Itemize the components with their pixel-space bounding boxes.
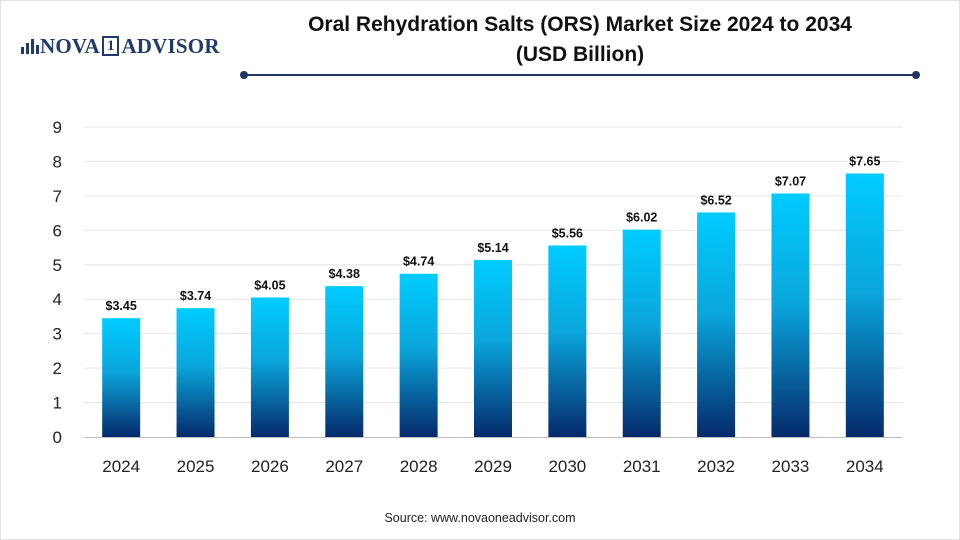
chart-title: Oral Rehydration Salts (ORS) Market Size…: [244, 10, 916, 70]
y-tick-label: 2: [53, 359, 62, 378]
logo-number-box: 1: [101, 36, 120, 56]
x-tick-label-2025: 2025: [177, 457, 215, 476]
y-tick-label: 7: [53, 187, 62, 206]
bar-2030: [548, 245, 587, 437]
logo-text-nova: NOVA: [40, 33, 100, 58]
bars: [102, 173, 884, 437]
data-label-2030: $5.56: [552, 226, 583, 240]
bar-2024: [102, 318, 141, 437]
y-tick-label: 1: [53, 394, 62, 413]
x-tick-label-2026: 2026: [251, 457, 289, 476]
bar-2031: [622, 229, 661, 437]
data-label-2028: $4.74: [403, 255, 434, 269]
title-underline-dot-right: [912, 71, 920, 79]
x-tick-label-2029: 2029: [474, 457, 512, 476]
data-label-2027: $4.38: [329, 267, 360, 281]
x-tick-label-2027: 2027: [325, 457, 363, 476]
y-tick-label: 5: [53, 256, 62, 275]
bar-2028: [399, 273, 438, 437]
logo-text-advisor: ADVISOR: [121, 33, 220, 58]
brand-logo: NOVA 1 ADVISOR: [20, 33, 220, 59]
y-tick-label: 8: [53, 152, 62, 171]
y-axis: 0 1 2 3 4 5 6 7 8 9: [53, 118, 62, 447]
y-tick-label: 4: [53, 290, 62, 309]
source-note: Source: www.novaoneadvisor.com: [384, 511, 576, 525]
x-tick-label-2030: 2030: [548, 457, 586, 476]
chart-title-line-2: (USD Billion): [515, 43, 645, 66]
bar-2034: [845, 173, 884, 437]
x-tick-label-2028: 2028: [400, 457, 438, 476]
y-tick-label: 0: [53, 428, 62, 447]
data-labels: $3.45 $3.74 $4.05 $4.38 $4.74 $5.14 $5.56 $6.02…: [106, 155, 881, 314]
data-label-2033: $7.07: [775, 174, 806, 188]
x-tick-label-2033: 2033: [772, 457, 810, 476]
data-label-2029: $5.14: [477, 241, 508, 255]
bar-2025: [176, 308, 215, 437]
x-axis: 2024 2025 2026 2027 2028 2029 2030 2031 2032 2033…: [84, 437, 902, 476]
bar-2033: [771, 193, 810, 437]
data-label-2024: $3.45: [106, 299, 137, 313]
chart-title-line-1: Oral Rehydration Salts (ORS) Market Size…: [308, 13, 852, 36]
data-label-2034: $7.65: [849, 155, 880, 169]
bar-chart-icon: [20, 37, 40, 55]
y-tick-label: 3: [53, 325, 62, 344]
y-tick-label: 6: [53, 221, 62, 240]
bar-2027: [325, 286, 364, 437]
x-tick-label-2031: 2031: [623, 457, 661, 476]
data-label-2031: $6.02: [626, 211, 657, 225]
x-tick-label-2034: 2034: [846, 457, 884, 476]
data-label-2032: $6.52: [700, 193, 731, 207]
x-tick-label-2032: 2032: [697, 457, 735, 476]
bar-2032: [697, 212, 736, 437]
bar-2029: [474, 259, 512, 437]
bar-2026: [250, 297, 289, 437]
title-underline-dot-left: [240, 71, 248, 79]
data-label-2026: $4.05: [254, 279, 285, 293]
data-label-2025: $3.74: [180, 289, 211, 303]
y-tick-label: 9: [53, 118, 62, 137]
title-underline: [244, 74, 916, 76]
x-tick-label-2024: 2024: [102, 457, 140, 476]
